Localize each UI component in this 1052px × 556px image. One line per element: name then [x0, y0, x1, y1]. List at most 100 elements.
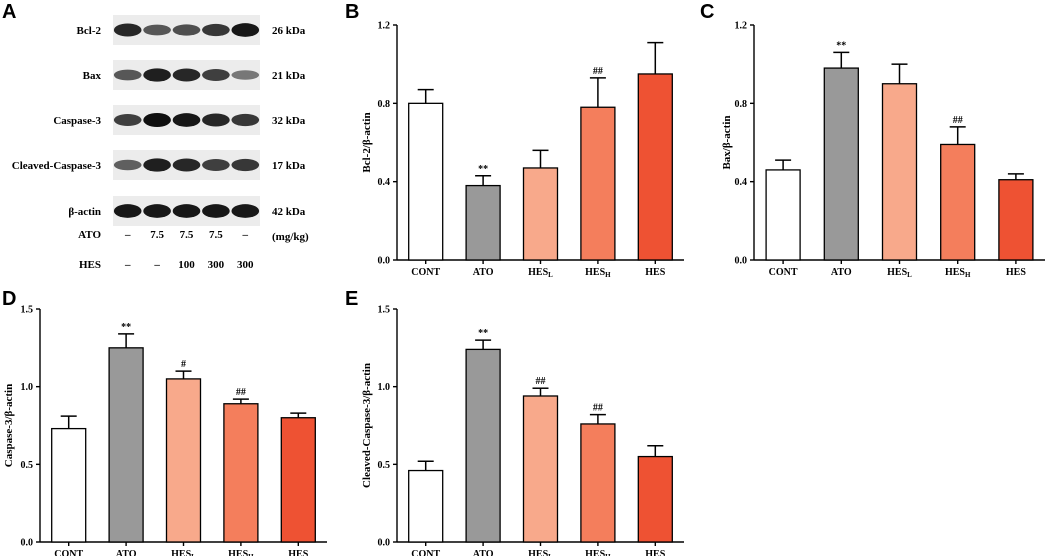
- blot-kda-label: 26 kDa: [272, 25, 306, 37]
- blot-protein-label: Cleaved-Caspase-3: [12, 160, 102, 172]
- x-tick-label: CONT: [769, 267, 798, 278]
- y-tick-label: 1.0: [21, 382, 34, 393]
- x-tick-label: HESL: [528, 549, 553, 556]
- bar: [823, 67, 859, 261]
- treatment-row-ato: ATO – 7.5 7.5 7.5 – (mg/kg): [78, 229, 309, 243]
- treatment-dose: 300: [237, 259, 254, 271]
- blot-kda-label: 42 kDa: [272, 206, 306, 218]
- x-tick-label: HESL: [528, 267, 553, 279]
- blot-band: [113, 159, 142, 171]
- bar: [765, 169, 801, 261]
- blot-row-2: Bax 21 kDa: [83, 60, 306, 90]
- treatment-dose: 100: [178, 259, 195, 271]
- significance-marker: **: [836, 40, 846, 51]
- x-tick-label: HESH: [945, 267, 971, 279]
- blot-row-3: Caspase-3 32 kDa: [53, 105, 306, 135]
- blot-protein-label: β-actin: [68, 206, 101, 218]
- bar: [881, 83, 918, 261]
- y-tick-label: 1.0: [378, 382, 391, 393]
- bar: [637, 73, 673, 261]
- blot-band: [143, 113, 171, 127]
- blot-band: [113, 204, 142, 218]
- blot-band: [113, 69, 142, 81]
- blot-band: [172, 204, 201, 218]
- panel-letter: B: [345, 1, 359, 23]
- bar: [522, 395, 559, 543]
- x-tick-label: CONT: [411, 549, 440, 556]
- chart-b: B 0.0 0.4 0.8 1.2 Bcl-2/β-actin CONT ** ATO HESL #…: [345, 1, 684, 279]
- blot-protein-label: Caspase-3: [53, 115, 101, 127]
- y-tick-label: 0.0: [21, 538, 34, 549]
- blot-band: [231, 70, 260, 80]
- significance-marker: **: [121, 322, 131, 333]
- panel-letter: D: [2, 288, 16, 310]
- x-tick-label: CONT: [411, 267, 440, 278]
- treatment-dose: 300: [208, 259, 225, 271]
- blot-band: [143, 158, 171, 172]
- bar: [580, 106, 616, 261]
- y-tick-label: 1.2: [735, 21, 748, 32]
- bar: [580, 423, 616, 543]
- significance-marker: ##: [593, 403, 603, 414]
- y-tick-label: 0.4: [378, 177, 391, 188]
- bar: [637, 455, 673, 543]
- y-axis-title: Caspase-3/β-actin: [3, 384, 15, 467]
- panel-a: A Bcl-2 26 kDa Bax 21 kDa Caspase-3 32 kDa Clea…: [2, 1, 309, 271]
- y-tick-label: 0.0: [735, 256, 748, 267]
- x-tick-label: HES: [1006, 267, 1026, 278]
- blot-band: [172, 158, 201, 172]
- y-tick-label: 0.5: [378, 460, 391, 471]
- treatment-row-hes: HES – – 100 300 300: [79, 259, 254, 271]
- blot-band: [202, 69, 230, 81]
- blot-band: [143, 24, 171, 36]
- panel-letter: C: [700, 1, 714, 23]
- y-axis-title: Bax/β-actin: [721, 115, 733, 169]
- x-tick-label: ATO: [473, 549, 494, 556]
- bar: [940, 143, 976, 261]
- blot-band: [231, 158, 260, 172]
- blot-band: [202, 113, 230, 127]
- bar: [465, 184, 501, 261]
- chart-c: C 0.0 0.4 0.8 1.2 Bax/β-actin CONT ** ATO HESL ## H…: [700, 1, 1045, 279]
- y-tick-label: 1.2: [378, 21, 391, 32]
- blot-band: [143, 204, 171, 218]
- blot-band: [172, 113, 201, 127]
- significance-marker: ##: [536, 376, 546, 387]
- treatment-dose: –: [153, 259, 160, 271]
- y-tick-label: 0.0: [378, 538, 391, 549]
- blot-band: [172, 68, 201, 82]
- blot-kda-label: 17 kDa: [272, 160, 306, 172]
- x-tick-label: HESH: [585, 267, 611, 279]
- treatment-dose: –: [124, 229, 131, 241]
- x-tick-label: HES: [645, 267, 665, 278]
- treatment-dose: –: [124, 259, 131, 271]
- x-tick-label: ATO: [831, 267, 852, 278]
- significance-marker: **: [478, 328, 488, 339]
- x-tick-label: ATO: [116, 549, 137, 556]
- panel-letter: A: [2, 1, 16, 23]
- x-tick-label: HES: [645, 549, 665, 556]
- blot-band: [202, 159, 230, 171]
- x-tick-label: HESH: [585, 549, 611, 556]
- y-tick-label: 0.5: [21, 460, 34, 471]
- blot-protein-label: Bax: [83, 70, 102, 82]
- blot-band: [231, 23, 260, 37]
- treatment-dose: –: [242, 229, 249, 241]
- treatment-unit: (mg/kg): [272, 231, 309, 243]
- significance-marker: **: [478, 164, 488, 175]
- significance-marker: #: [181, 359, 186, 370]
- x-tick-label: ATO: [473, 267, 494, 278]
- blot-band: [202, 204, 230, 218]
- x-tick-label: HESL: [171, 549, 196, 556]
- treatment-dose: 7.5: [209, 229, 223, 241]
- blot-row-4: Cleaved-Caspase-3 17 kDa: [12, 150, 306, 180]
- bar: [280, 417, 316, 543]
- bar: [465, 348, 501, 543]
- blot-protein-label: Bcl-2: [77, 25, 102, 37]
- blot-band: [172, 24, 201, 36]
- treatment-dose: 7.5: [150, 229, 164, 241]
- y-tick-label: 1.5: [21, 305, 34, 316]
- y-tick-label: 0.4: [735, 177, 748, 188]
- treatment-name: ATO: [78, 229, 101, 241]
